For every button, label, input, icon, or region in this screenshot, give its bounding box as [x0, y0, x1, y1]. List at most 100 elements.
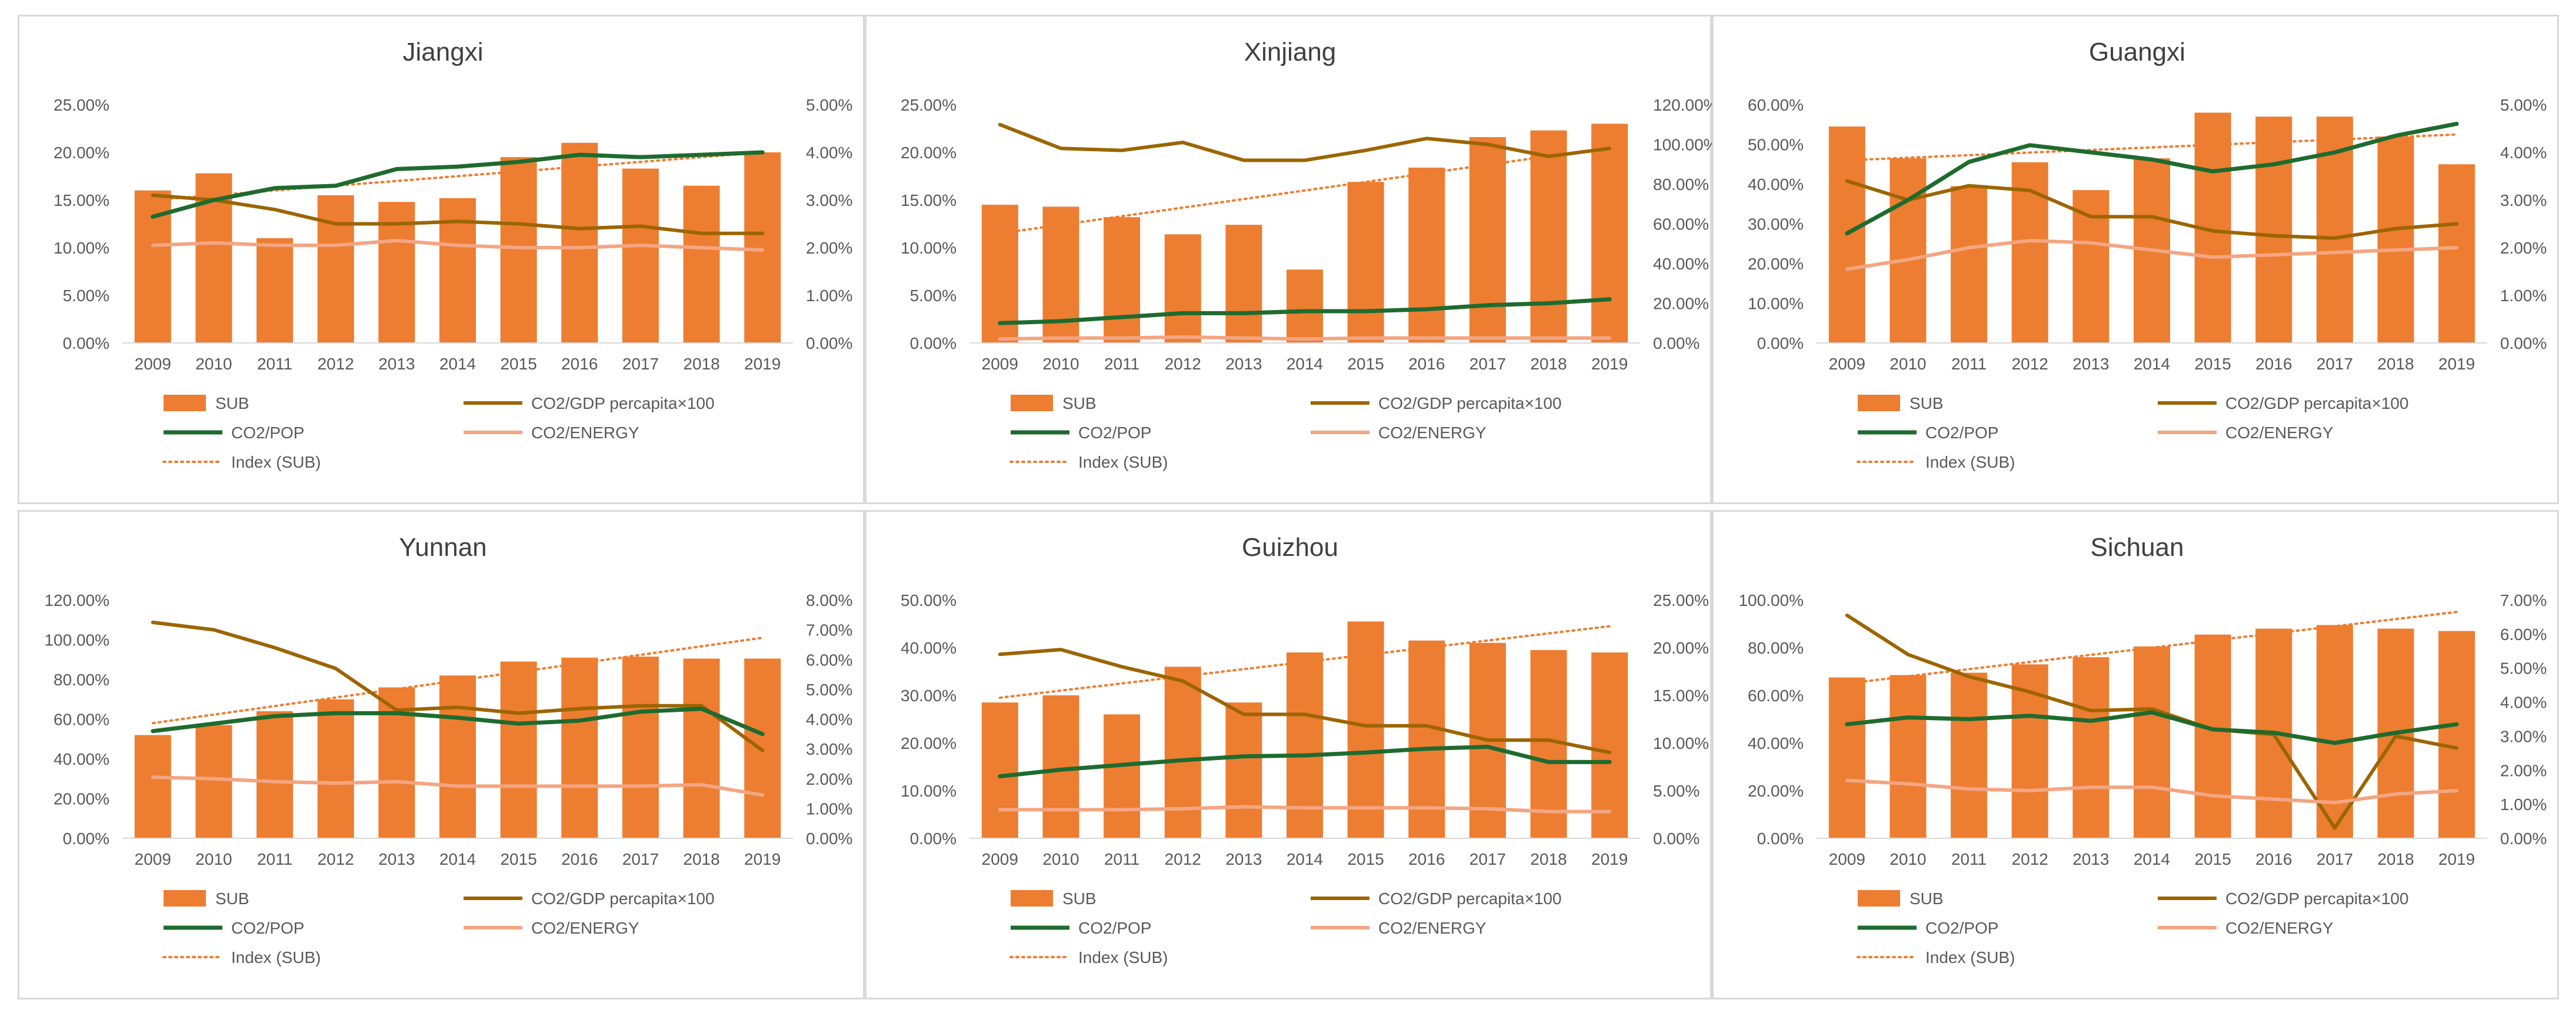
x-axis-tick: 2016 [561, 355, 598, 373]
left-axis-tick: 0.00% [1757, 829, 1804, 848]
bar-sub [1591, 652, 1628, 838]
bar-sub [1408, 167, 1445, 343]
legend-label-index-sub: Index (SUB) [1925, 948, 2015, 967]
trend-line-index-sub [998, 146, 1611, 235]
x-axis-tick: 2010 [1889, 850, 1926, 868]
bar-sub [2134, 646, 2170, 838]
left-axis-tick: 10.00% [901, 782, 957, 800]
x-axis-tick: 2015 [1347, 355, 1384, 373]
line-co2-pop [1845, 121, 2459, 236]
line-co2-pop [998, 745, 1612, 779]
left-axis-tick: 5.00% [63, 286, 109, 305]
right-axis-tick: 15.00% [1653, 687, 1709, 705]
bar-sub [256, 711, 294, 838]
bar-sub [1408, 640, 1445, 838]
legend-label-co2-energy: CO2/ENERGY [1378, 919, 1487, 937]
left-axis-tick: 30.00% [901, 687, 957, 705]
right-axis-tick: 7.00% [806, 621, 852, 639]
chart-svg: Guizhou 0.00% 10.00% 20.00% 30.00% 40.00% 50.0… [901, 533, 1709, 967]
bar-sub [500, 661, 537, 838]
right-axis-tick: 0.00% [1653, 829, 1699, 848]
legend-label-co2-energy: CO2/ENERGY [531, 424, 639, 442]
right-axis-tick: 1.00% [2500, 286, 2547, 305]
right-axis-tick: 60.00% [1653, 215, 1709, 234]
bar-sub [981, 205, 1018, 343]
bar-sub [622, 168, 659, 343]
chart-svg: Xinjiang 0.00% 5.00% 10.00% 15.00% 20.00% 25.0… [901, 38, 1714, 471]
x-axis-tick: 2015 [500, 850, 536, 868]
right-axis-tick: 20.00% [1653, 639, 1709, 657]
right-axis-tick: 0.00% [2500, 334, 2547, 352]
left-axis-tick: 20.00% [1748, 782, 1804, 800]
bar-sub [2438, 164, 2475, 343]
left-axis-tick: 40.00% [901, 639, 957, 657]
x-axis-tick: 2019 [1591, 355, 1628, 373]
right-axis-tick: 120.00% [1653, 96, 1714, 114]
legend-swatch-sub [1011, 890, 1053, 907]
bar-sub [1104, 217, 1141, 343]
chart-panel-jiangxi: Jiangxi 0.00% 5.00% 10.00% 15.00% 20.00% 25.00… [18, 15, 865, 504]
legend-label-co2-gdp: CO2/GDP percapita×100 [1378, 889, 1562, 908]
bar-sub [1287, 652, 1323, 838]
left-axis-tick: 20.00% [1748, 255, 1804, 273]
x-axis-tick: 2017 [622, 355, 659, 373]
x-axis-tick: 2014 [2134, 355, 2170, 373]
x-axis-tick: 2013 [1225, 850, 1262, 868]
line-co2-pop [998, 297, 1612, 325]
chart-title: Yunnan [399, 533, 486, 562]
left-axis-tick: 60.00% [1748, 687, 1804, 705]
left-axis-tick: 15.00% [901, 191, 957, 209]
x-axis-tick: 2014 [439, 850, 476, 868]
line-co2-gdp [998, 122, 1612, 162]
legend-swatch-sub [1858, 890, 1900, 907]
right-axis-tick: 0.00% [806, 829, 852, 848]
right-axis-tick: 3.00% [806, 740, 852, 758]
legend-label-co2-pop: CO2/POP [1925, 919, 1998, 937]
x-axis-tick: 2016 [2255, 355, 2292, 373]
bar-sub [439, 675, 476, 838]
legend-label-co2-energy: CO2/ENERGY [2225, 424, 2334, 442]
chart-title: Jiangxi [403, 38, 484, 66]
x-axis-tick: 2016 [2255, 850, 2292, 868]
x-axis-tick: 2018 [683, 850, 719, 868]
bar-sub [500, 157, 537, 343]
chart-panel-yunnan: Yunnan 0.00% 20.00% 40.00% 60.00% 80.00% 100.0… [18, 510, 865, 999]
left-axis-tick: 120.00% [44, 591, 109, 609]
chart-legend: SUB CO2/GDP percapita×100 CO2/POP CO2/ENERG… [1857, 889, 2409, 967]
legend-label-index-sub: Index (SUB) [231, 948, 321, 967]
left-axis-tick: 0.00% [63, 334, 109, 352]
bar-sub [2377, 136, 2414, 343]
left-axis-tick: 10.00% [1748, 295, 1804, 313]
left-axis-tick: 15.00% [54, 191, 109, 209]
right-axis-tick: 5.00% [2500, 659, 2547, 678]
left-axis-tick: 80.00% [1748, 639, 1804, 657]
left-axis-tick: 80.00% [54, 671, 109, 689]
x-axis-tick: 2016 [1408, 850, 1445, 868]
x-axis-tick: 2013 [1225, 355, 1262, 373]
chart-legend: SUB CO2/GDP percapita×100 CO2/POP CO2/ENERG… [1009, 394, 1562, 471]
bar-sub [1225, 225, 1262, 343]
line-co2-energy [1845, 238, 2459, 271]
left-axis-tick: 10.00% [54, 239, 109, 257]
right-axis-tick: 6.00% [2500, 625, 2547, 644]
legend-label-co2-gdp: CO2/GDP percapita×100 [2225, 889, 2409, 908]
left-axis-tick: 100.00% [1738, 591, 1804, 609]
line-co2-gdp [1845, 179, 2459, 240]
left-axis-tick: 40.00% [1748, 734, 1804, 752]
trend-line-index-sub [1845, 611, 2458, 685]
right-axis-tick: 1.00% [2500, 795, 2547, 814]
left-axis-tick: 0.00% [63, 829, 109, 848]
left-axis-tick: 20.00% [901, 144, 957, 162]
left-axis-tick: 50.00% [1748, 136, 1804, 154]
legend-label-co2-energy: CO2/ENERGY [1378, 424, 1487, 442]
legend-label-index-sub: Index (SUB) [231, 453, 321, 471]
x-axis-tick: 2011 [1951, 850, 1987, 868]
chart-legend: SUB CO2/GDP percapita×100 CO2/POP CO2/ENERG… [1009, 889, 1562, 967]
x-axis-tick: 2009 [1829, 850, 1865, 868]
bar-sub [561, 142, 598, 344]
line-co2-energy [151, 238, 765, 252]
bar-sub [2072, 657, 2110, 838]
x-axis-tick: 2014 [2134, 850, 2170, 868]
right-axis-tick: 2.00% [806, 239, 852, 257]
